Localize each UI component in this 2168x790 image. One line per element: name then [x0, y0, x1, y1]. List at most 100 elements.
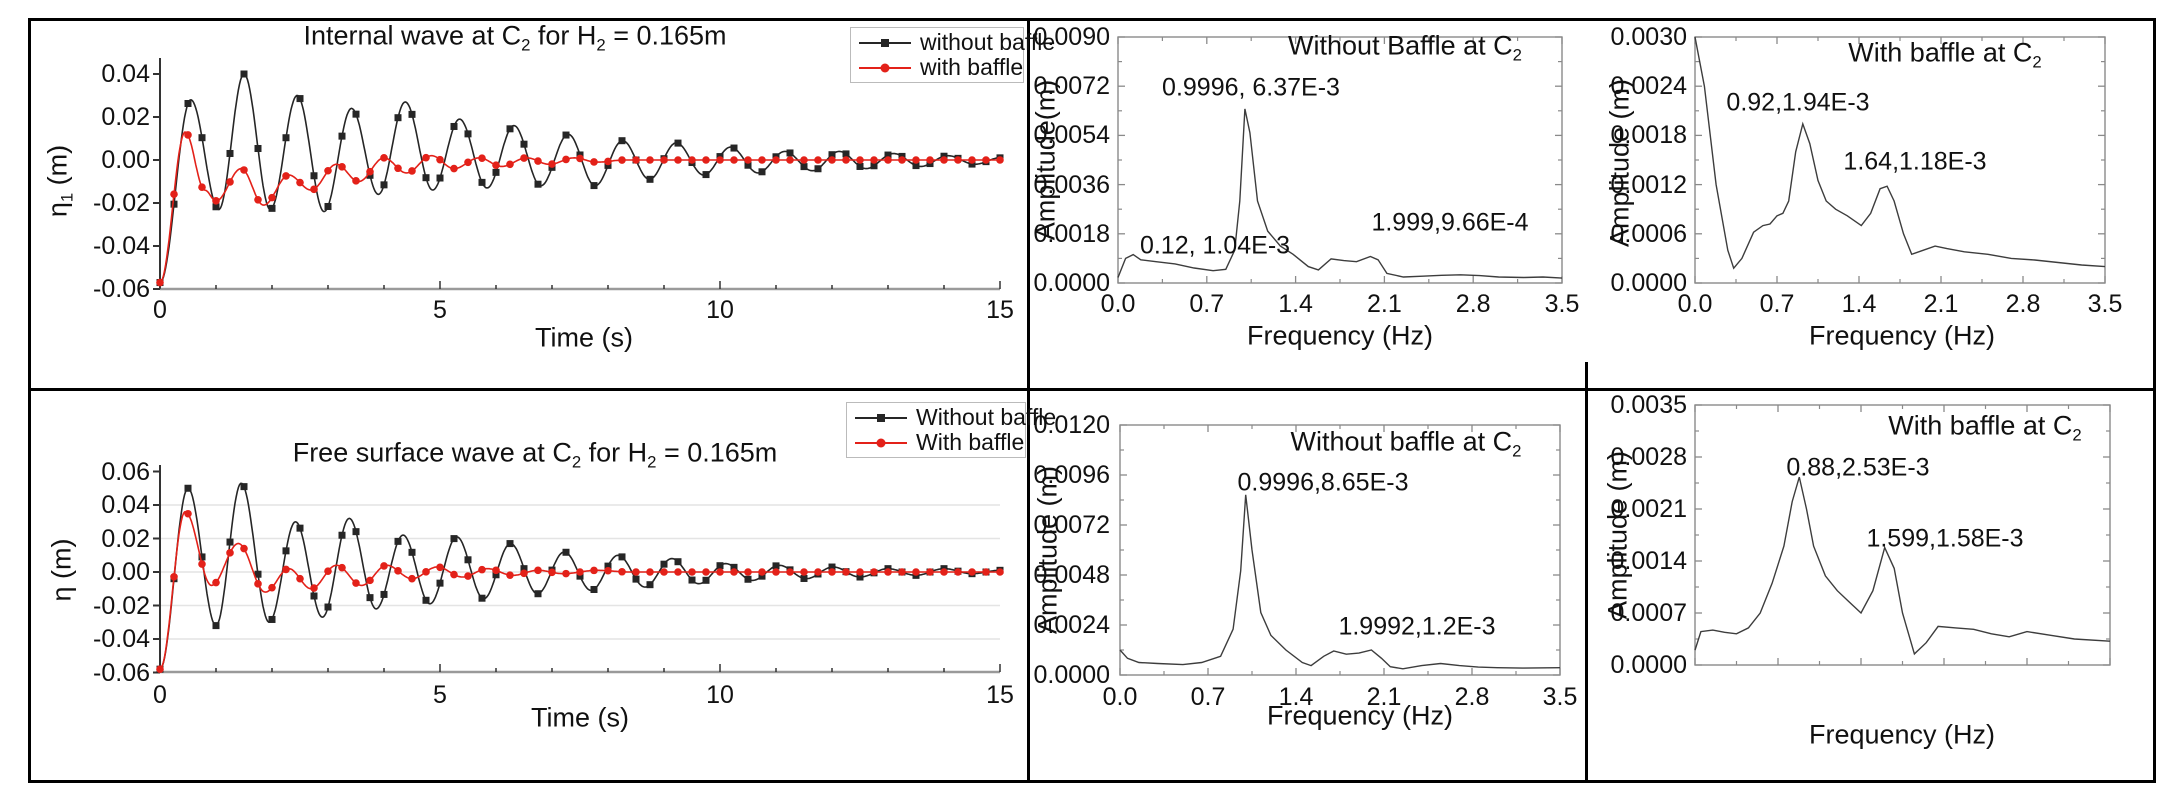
- circle-marker-icon: [880, 63, 890, 72]
- marker-square: [520, 565, 528, 573]
- grid-border-bottom: [28, 780, 2156, 783]
- y-tick-label: 0.02: [101, 103, 150, 131]
- marker-circle: [758, 568, 766, 576]
- marker-circle: [254, 195, 262, 204]
- legend-line-sample: [855, 438, 907, 447]
- marker-circle: [842, 156, 850, 164]
- marker-square: [352, 110, 360, 118]
- marker-circle: [324, 166, 332, 175]
- grid-border-left: [28, 18, 31, 783]
- marker-circle: [282, 172, 290, 180]
- marker-circle: [856, 156, 864, 164]
- y-tick-label: 0.04: [101, 491, 150, 519]
- marker-circle: [408, 574, 416, 583]
- marker-circle: [478, 154, 486, 162]
- marker-circle: [352, 177, 360, 185]
- x-tick-label: 2.1: [1923, 290, 1959, 318]
- marker-square: [856, 573, 864, 581]
- marker-circle: [800, 568, 808, 576]
- text-segment: Free surface wave at C: [292, 437, 572, 468]
- legend-label: Without baffle: [916, 404, 1057, 430]
- marker-square: [240, 70, 248, 78]
- marker-square: [534, 590, 542, 598]
- x-tick-label: 2.8: [1454, 683, 1490, 711]
- y-tick-label: 0.0024: [1033, 611, 1110, 639]
- y-tick-label: 0.0072: [1033, 511, 1110, 539]
- marker-square: [772, 562, 780, 570]
- y-tick-label: -0.06: [93, 658, 150, 687]
- marker-square: [254, 570, 262, 578]
- marker-circle: [338, 163, 346, 171]
- panel-title: With baffle at C2: [1848, 37, 2041, 72]
- marker-square: [296, 524, 304, 532]
- marker-square: [534, 180, 542, 188]
- marker-circle: [226, 549, 234, 557]
- marker-circle: [170, 190, 178, 199]
- y-tick-label: 0.0021: [1610, 495, 1687, 523]
- text-segment: Without Baffle at C: [1288, 30, 1513, 61]
- marker-square: [856, 162, 864, 170]
- x-axis-label: Frequency (Hz): [1246, 320, 1434, 351]
- marker-square: [562, 131, 570, 139]
- marker-circle: [562, 155, 570, 164]
- marker-square: [296, 95, 304, 103]
- marker-circle: [394, 164, 402, 173]
- marker-circle: [618, 567, 626, 576]
- panel-title: Without Baffle at C2: [1288, 30, 1522, 65]
- marker-circle: [226, 178, 234, 186]
- y-tick-label: 0.02: [101, 524, 150, 553]
- marker-circle: [296, 574, 304, 583]
- x-tick-label: 5: [433, 681, 447, 709]
- marker-square: [758, 168, 766, 176]
- marker-circle: [352, 579, 360, 587]
- marker-square: [590, 585, 598, 593]
- grid-divider-horizontal: [28, 388, 2156, 391]
- y-tick-label: 0.0036: [1033, 170, 1110, 199]
- y-tick-label: 0.0014: [1610, 547, 1687, 575]
- marker-circle: [380, 154, 388, 162]
- marker-square: [268, 204, 276, 212]
- marker-square: [800, 163, 808, 171]
- marker-circle: [534, 566, 542, 575]
- x-tick-label: 2.8: [2005, 290, 2041, 318]
- marker-circle: [702, 568, 710, 576]
- marker-square: [702, 576, 710, 584]
- x-tick-label: 5: [433, 296, 447, 324]
- subscript-text: 2: [571, 452, 582, 472]
- annotation-low-freq-peak: 0.12, 1.04E-3: [1139, 231, 1291, 260]
- panel-title: Without baffle at C2: [1291, 426, 1522, 461]
- marker-square: [254, 145, 262, 153]
- marker-circle: [870, 568, 878, 576]
- grid-divider-vertical-2: [1585, 362, 1588, 783]
- subscript-text: 2: [2032, 52, 2042, 72]
- x-tick-label: 10: [706, 681, 734, 709]
- panel-title: Internal wave at C2 for H2 = 0.165m: [303, 20, 726, 55]
- marker-circle: [198, 560, 206, 568]
- legend: Without baffle With baffle: [846, 402, 1056, 458]
- marker-circle: [324, 567, 332, 575]
- marker-square: [646, 175, 654, 183]
- subscript-text: 2: [1512, 441, 1522, 461]
- marker-circle: [828, 156, 836, 164]
- marker-square: [506, 540, 514, 548]
- marker-circle: [772, 156, 780, 164]
- y-tick-label: 0.0072: [1033, 72, 1110, 101]
- square-marker-icon: [881, 38, 889, 47]
- marker-square: [716, 562, 724, 570]
- legend-item-without-baffle: without baffle: [855, 29, 1055, 55]
- marker-circle: [422, 153, 430, 162]
- marker-circle: [450, 164, 458, 173]
- x-tick-label: 0: [153, 296, 167, 324]
- marker-circle: [786, 156, 794, 164]
- marker-square: [660, 560, 668, 568]
- marker-circle: [436, 155, 444, 164]
- annotation-main-peak: 0.9996,8.65E-3: [1237, 468, 1409, 497]
- marker-circle: [548, 160, 556, 168]
- marker-circle: [646, 568, 654, 576]
- marker-square: [464, 556, 472, 564]
- x-tick-label: 0.0: [1677, 290, 1713, 318]
- marker-square: [632, 575, 640, 583]
- annotation-second-peak: 1.9992,1.2E-3: [1338, 612, 1496, 641]
